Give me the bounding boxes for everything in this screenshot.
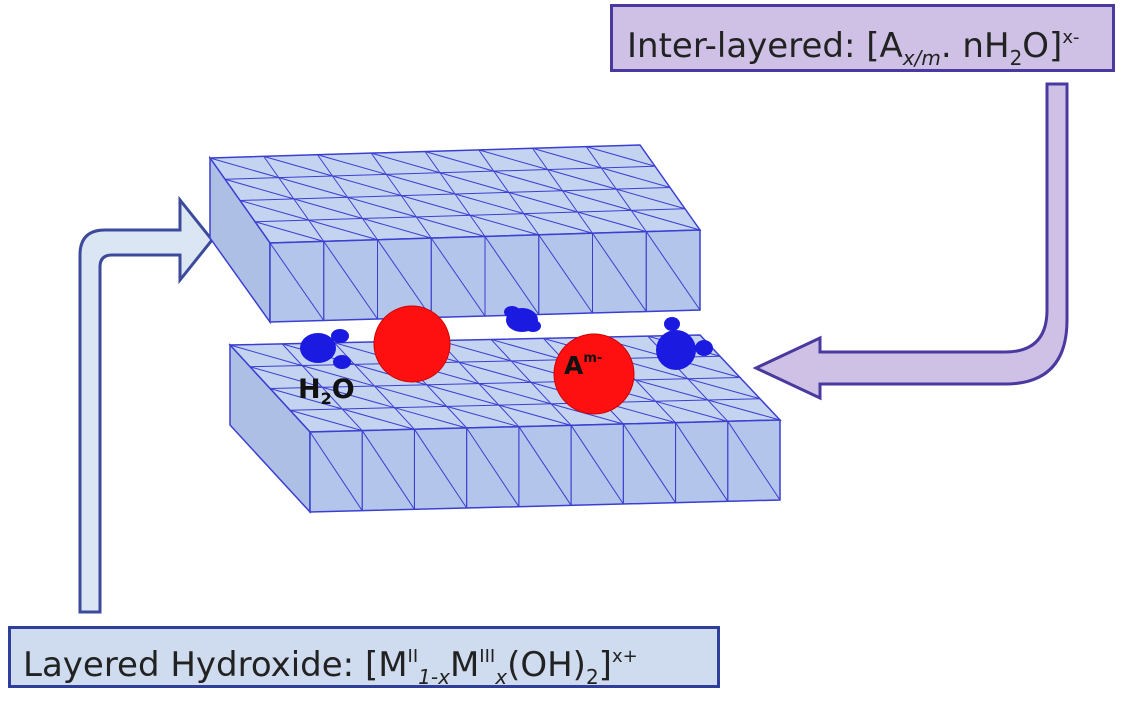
layered-hydroxide-formula-box: Layered Hydroxide: [MII1-xMIIIx(OH)2]x+ xyxy=(8,626,720,689)
water-molecule-left xyxy=(300,329,351,369)
lower-hydroxide-layer xyxy=(228,334,782,514)
upper-hydroxide-layer xyxy=(208,144,702,325)
anion-label: Am- xyxy=(564,351,603,380)
right-arrow xyxy=(752,82,1069,401)
water-molecule-center xyxy=(504,306,541,332)
anion-sphere-right xyxy=(553,333,635,415)
interlayer-formula-box: Inter-layered: [Ax/m. nH2O]x- xyxy=(610,4,1115,72)
anion-sphere-left xyxy=(373,305,451,383)
left-arrow xyxy=(78,195,214,614)
water-molecule-right xyxy=(656,317,713,370)
ldh-structure-diagram xyxy=(78,82,1069,614)
water-label: H2O xyxy=(298,374,355,408)
